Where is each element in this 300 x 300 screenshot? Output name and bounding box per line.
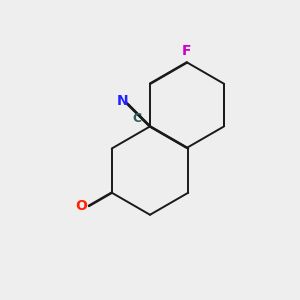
Text: C: C (132, 112, 141, 125)
Text: F: F (182, 44, 192, 58)
Text: N: N (117, 94, 128, 108)
Text: O: O (76, 199, 87, 213)
